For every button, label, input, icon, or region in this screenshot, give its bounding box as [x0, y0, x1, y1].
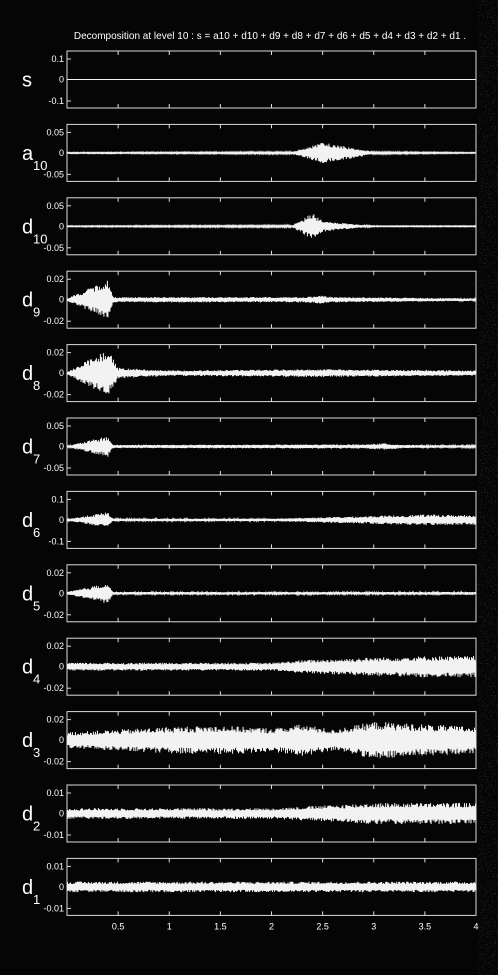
panel-label-subscript: 8: [33, 378, 40, 393]
signal-trace: [66, 656, 477, 678]
panel-a10: 0.05 0 -0.05 a10: [22, 123, 477, 182]
y-tick-label: -0.02: [43, 610, 64, 620]
panel-label: d: [22, 804, 33, 826]
signal-trace: [66, 280, 477, 318]
y-tick-label: 0: [59, 809, 64, 819]
panel-label-subscript: 9: [33, 305, 40, 320]
panel-label-subscript: 1: [33, 892, 40, 907]
panel-label: s: [22, 70, 32, 92]
y-tick-label: 0: [59, 221, 64, 231]
panel-d5: 0.02 0 -0.02 d5: [22, 564, 477, 623]
y-tick-label: -0.01: [43, 830, 64, 840]
y-tick-label: 0: [59, 735, 64, 745]
signal-trace: [66, 214, 477, 238]
y-tick-label: 0.05: [46, 421, 64, 431]
signal-trace: [66, 881, 477, 893]
panel-label-subscript: 5: [33, 598, 40, 613]
figure-title: Decomposition at level 10 : s = a10 + d1…: [74, 31, 466, 42]
panel-label-subscript: 10: [33, 158, 47, 173]
signal-trace: [66, 437, 477, 457]
y-tick-label: 0.05: [46, 127, 64, 137]
y-tick-label: 0: [59, 882, 64, 892]
y-tick-label: 0: [59, 662, 64, 672]
x-tick-label: 4: [473, 921, 478, 931]
right-noise-band: [478, 0, 498, 975]
y-tick-label: 0.02: [46, 274, 64, 284]
panel-label-subscript: 7: [33, 452, 40, 467]
x-axis: 0.5 1 1.5 2 2.5 3 3.5 4: [112, 921, 479, 931]
y-tick-label: -0.05: [43, 169, 64, 179]
signal-trace: [66, 142, 477, 164]
panel-d10: 0.05 0 -0.05 d10: [22, 197, 477, 256]
y-tick-label: 0.1: [51, 494, 64, 504]
panel-d7: 0.05 0 -0.05 d7: [22, 417, 477, 476]
y-tick-label: 0: [59, 442, 64, 452]
y-tick-label: -0.02: [43, 316, 64, 326]
y-tick-label: -0.1: [48, 536, 64, 546]
y-tick-label: -0.01: [43, 903, 64, 913]
signal-trace: [66, 584, 477, 603]
y-tick-label: 0.01: [46, 861, 64, 871]
panel-label: d: [22, 877, 33, 899]
panel-d6: 0.1 0 -0.1 d6: [22, 490, 477, 549]
y-tick-label: 0: [59, 295, 64, 305]
y-tick-label: -0.05: [43, 243, 64, 253]
panel-label: d: [22, 216, 33, 238]
panel-label-subscript: 4: [33, 672, 40, 687]
y-tick-label: 0.02: [46, 715, 64, 725]
panel-d8: 0.02 0 -0.02 d8: [22, 344, 477, 403]
y-tick-label: -0.02: [43, 390, 64, 400]
panel-d3: 0.02 0 -0.02 d3: [22, 711, 477, 770]
panel-d1: 0.01 0 -0.01 d1: [22, 857, 477, 916]
y-tick-label: -0.02: [43, 683, 64, 693]
panel-label: d: [22, 730, 33, 752]
y-tick-label: 0: [59, 588, 64, 598]
panel-label: d: [22, 290, 33, 312]
y-tick-label: 0: [59, 368, 64, 378]
y-tick-label: 0.01: [46, 788, 64, 798]
panel-label-subscript: 10: [33, 231, 47, 246]
panel-label: d: [22, 363, 33, 385]
x-tick-label: 2: [269, 921, 274, 931]
panel-label-subscript: 3: [33, 745, 40, 760]
y-tick-label: 0: [59, 515, 64, 525]
y-tick-label: 0.05: [46, 201, 64, 211]
y-tick-label: -0.1: [48, 96, 64, 106]
panel-d2: 0.01 0 -0.01 d2: [22, 784, 477, 843]
y-tick-label: -0.05: [43, 463, 64, 473]
x-tick-label: 3: [371, 921, 376, 931]
x-tick-label: 1: [167, 921, 172, 931]
y-tick-label: 0.02: [46, 641, 64, 651]
signal-trace: [66, 353, 477, 394]
x-tick-label: 1.5: [214, 921, 227, 931]
signal-trace: [66, 512, 477, 526]
panel-label-subscript: 2: [33, 819, 40, 834]
y-tick-label: 0.02: [46, 348, 64, 358]
x-tick-label: 0.5: [112, 921, 125, 931]
x-tick-label: 2.5: [316, 921, 329, 931]
y-tick-label: 0: [59, 75, 64, 85]
panel-label: d: [22, 437, 33, 459]
panel-label: d: [22, 583, 33, 605]
y-tick-label: -0.02: [43, 757, 64, 767]
signal-trace: [66, 802, 477, 825]
panel-label: d: [22, 510, 33, 532]
panels-group: 0.10-0.1s0.050-0.05a100.050-0.05d100.020…: [22, 50, 477, 916]
y-tick-label: 0.1: [51, 54, 64, 64]
panel-s: 0.1 0 -0.1 s: [22, 50, 477, 109]
panel-label: a: [22, 143, 34, 165]
x-tick-label: 3.5: [419, 921, 432, 931]
y-tick-label: 0.02: [46, 568, 64, 578]
panel-d4: 0.02 0 -0.02 d4: [22, 637, 477, 696]
y-tick-label: 0: [59, 148, 64, 158]
panel-label: d: [22, 657, 33, 679]
panel-d9: 0.02 0 -0.02 d9: [22, 270, 477, 329]
signal-trace: [66, 722, 477, 758]
panel-label-subscript: 6: [33, 525, 40, 540]
